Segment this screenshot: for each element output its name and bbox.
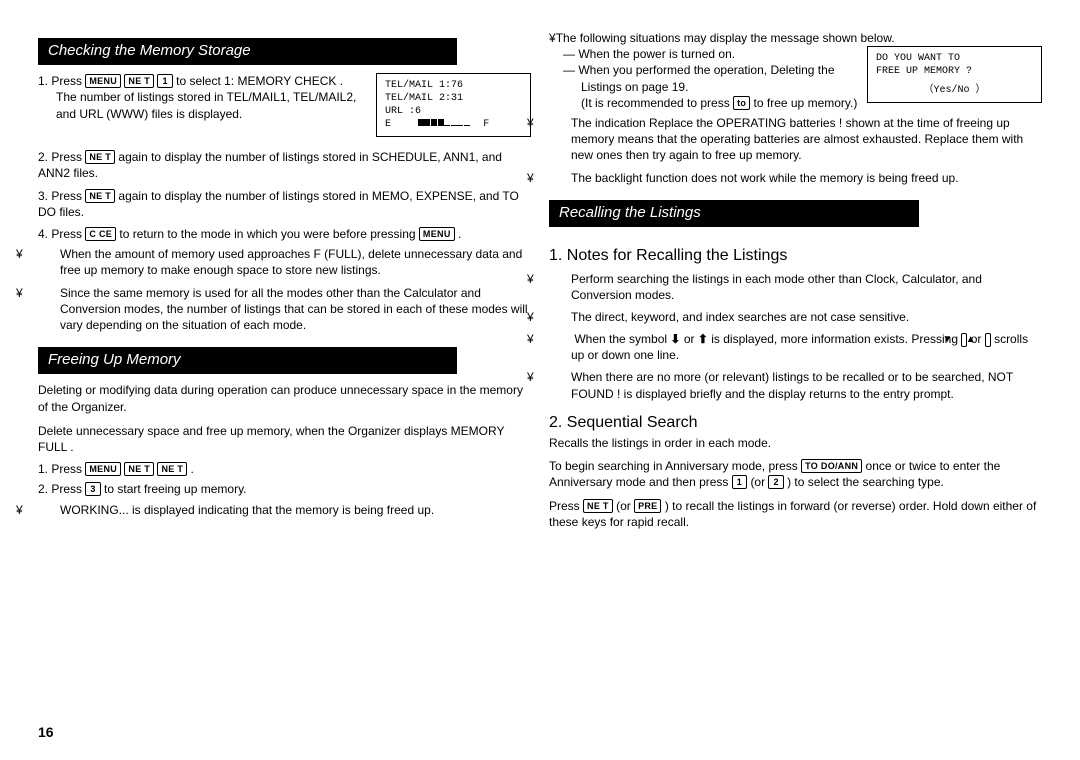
lcd-line: FREE UP MEMORY ? <box>876 65 1033 78</box>
seq-intro: Recalls the listings in order in each mo… <box>549 435 1042 451</box>
three-key: 3 <box>85 482 100 496</box>
note-item: ¥Perform searching the listings in each … <box>549 271 1042 303</box>
lcd-display-prompt: DO YOU WANT TO FREE UP MEMORY ? （Yes/No … <box>867 46 1042 103</box>
memory-notes: ¥When the amount of memory used approach… <box>38 246 531 333</box>
right-column: ¥The following situations may display th… <box>549 30 1042 740</box>
subheading-sequential: 2. Sequential Search <box>549 412 1042 434</box>
memory-block: TEL/MAIL 1:76 TEL/MAIL 2:31 URL :6 E F 1… <box>38 73 531 143</box>
menu-key: MENU <box>85 462 121 476</box>
menu-key: MENU <box>85 74 121 88</box>
lcd-line: DO YOU WANT TO <box>876 52 1033 65</box>
next-key: NE T <box>583 499 613 513</box>
next-key: NE T <box>85 189 115 203</box>
situations-block: DO YOU WANT TO FREE UP MEMORY ? （Yes/No … <box>549 46 1042 111</box>
step-3: 3. Press NE T again to display the numbe… <box>38 188 531 220</box>
note-item: ¥The direct, keyword, and index searches… <box>549 309 1042 325</box>
up-key: ▲ <box>985 333 991 347</box>
note-item: ¥Since the same memory is used for all t… <box>38 285 531 334</box>
step-2: 2. Press NE T again to display the numbe… <box>38 149 531 181</box>
note-item: ¥The indication Replace the OPERATING ba… <box>549 115 1042 164</box>
section-header-recalling: Recalling the Listings <box>549 200 919 227</box>
situations-bullet: ¥The following situations may display th… <box>549 30 1042 46</box>
note-item: ¥When there are no more (or relevant) li… <box>549 369 1042 401</box>
seq-para2: Press NE T (or PRE ) to recall the listi… <box>549 498 1042 530</box>
lcd-bar: E F <box>385 118 522 131</box>
pre-key: PRE <box>634 499 661 513</box>
one-key: 1 <box>732 475 747 489</box>
todo-ann-key: TO DO/ANN <box>801 459 862 473</box>
subheading-notes: 1. Notes for Recalling the Listings <box>549 245 1042 267</box>
note-item: ¥WORKING... is displayed indicating that… <box>38 502 531 518</box>
step-4: 4. Press C CE to return to the mode in w… <box>38 226 531 242</box>
freeing-intro1: Deleting or modifying data during operat… <box>38 382 531 414</box>
note-item: ¥When the amount of memory used approach… <box>38 246 531 278</box>
next-key: NE T <box>85 150 115 164</box>
freeing-intro2: Delete unnecessary space and free up mem… <box>38 423 531 455</box>
next-key: NE T <box>157 462 187 476</box>
lcd-line: URL :6 <box>385 105 522 118</box>
menu-key: MENU <box>419 227 455 241</box>
freeing-step1: 1. Press MENU NE T NE T . <box>38 461 531 477</box>
up-arrow-symbol: ⬆ <box>698 332 708 346</box>
lcd-display-memory: TEL/MAIL 1:76 TEL/MAIL 2:31 URL :6 E F <box>376 73 531 137</box>
page-number: 16 <box>38 723 54 742</box>
left-column: Checking the Memory Storage TEL/MAIL 1:7… <box>38 30 531 740</box>
two-key: 2 <box>768 475 783 489</box>
lcd-line: TEL/MAIL 1:76 <box>385 79 522 92</box>
section-header-memory: Checking the Memory Storage <box>38 38 457 65</box>
top-notes: ¥The indication Replace the OPERATING ba… <box>549 115 1042 186</box>
to-key: to <box>733 96 750 110</box>
next-key: NE T <box>124 462 154 476</box>
note-item: ¥The backlight function does not work wh… <box>549 170 1042 186</box>
freeing-notes: ¥WORKING... is displayed indicating that… <box>38 502 531 518</box>
freeing-step2: 2. Press 3 to start freeing up memory. <box>38 481 531 497</box>
recall-notes: ¥Perform searching the listings in each … <box>549 271 1042 402</box>
seq-para1: To begin searching in Anniversary mode, … <box>549 458 1042 490</box>
down-arrow-symbol: ⬇ <box>670 332 680 346</box>
next-key: NE T <box>124 74 154 88</box>
cce-key: C CE <box>85 227 116 241</box>
section-header-freeing: Freeing Up Memory <box>38 347 457 374</box>
one-key: 1 <box>157 74 172 88</box>
note-item: ¥ When the symbol ⬇ or ⬆ is displayed, m… <box>549 331 1042 363</box>
lcd-line: TEL/MAIL 2:31 <box>385 92 522 105</box>
lcd-line: （Yes/No ） <box>876 84 1033 97</box>
